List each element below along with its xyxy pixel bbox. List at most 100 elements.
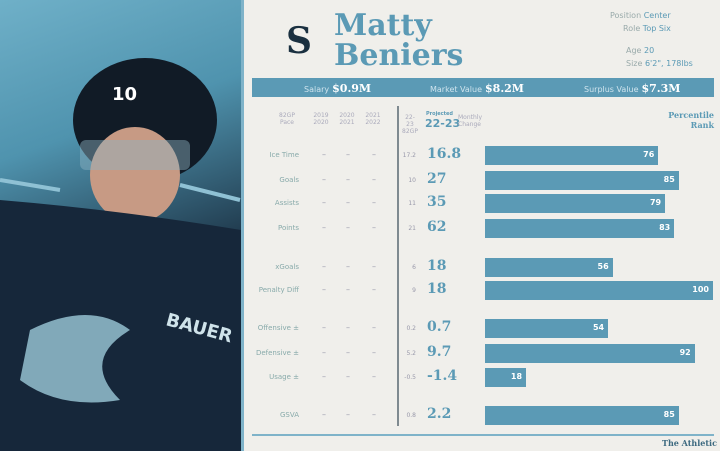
percentile-label: 56	[597, 262, 609, 271]
percentile-label: 92	[679, 348, 691, 357]
jersey-number: 10	[112, 84, 137, 105]
season-2020: –	[346, 198, 350, 207]
season-2019: –	[322, 372, 326, 381]
season-2020: –	[346, 150, 350, 159]
percentile-bar: 85	[485, 406, 679, 425]
size: Size 6'2", 178lbs	[626, 59, 693, 68]
season-2021: –	[372, 175, 376, 184]
row-label: Offensive ±	[257, 324, 299, 332]
surplus-value: Surplus Value $7.3M	[584, 82, 681, 95]
player-illustration: BAUER 10	[0, 58, 241, 451]
season-2020: –	[346, 262, 350, 271]
season-2021: –	[372, 150, 376, 159]
percentile-bar: 18	[485, 368, 527, 387]
season-2019: –	[322, 348, 326, 357]
percentile-label: 54	[592, 323, 605, 332]
divider	[397, 106, 399, 426]
row-label: Points	[277, 224, 299, 232]
projected-value: 35	[427, 194, 447, 210]
row-label: Goals	[279, 176, 299, 184]
footer-rule	[252, 434, 714, 436]
row-label: GSVA	[280, 411, 299, 419]
percentile-bar: 79	[485, 194, 666, 213]
projected-value: 9.7	[427, 344, 452, 360]
season-2021: –	[372, 372, 376, 381]
percentile-bar: 83	[485, 219, 675, 238]
season-2019: –	[322, 198, 326, 207]
percentile-label: 85	[663, 175, 675, 184]
season-2021: –	[372, 348, 376, 357]
percentile-label: 85	[663, 410, 675, 419]
header-percentile: Percentile Rank	[668, 110, 714, 130]
percentile-label: 76	[643, 150, 655, 159]
season-2019: –	[322, 175, 326, 184]
row-label: Ice Time	[269, 151, 299, 159]
season-2020: –	[346, 348, 350, 357]
percentile-label: 79	[649, 198, 662, 207]
percentile-bar: 85	[485, 171, 679, 190]
percentile-label: 83	[659, 223, 671, 232]
pace-82gp: 0.2	[406, 325, 416, 332]
pace-82gp: 21	[408, 225, 416, 232]
header-82gp: 22-23 82GP	[402, 114, 418, 135]
season-2020: –	[346, 285, 350, 294]
role: Role Top Six	[623, 24, 671, 33]
pace-82gp: 5.2	[406, 350, 416, 357]
player-photo: BAUER 10	[0, 0, 241, 451]
header-2021: 2021 2022	[365, 112, 381, 126]
percentile-bar: 92	[485, 344, 695, 363]
header-pace: 82GP Pace	[279, 112, 295, 126]
svg-text:S: S	[286, 22, 312, 58]
stats-panel: S Matty Beniers Position Center Role Top…	[241, 0, 720, 451]
season-2019: –	[322, 410, 326, 419]
percentile-bar: 56	[485, 258, 613, 277]
season-2020: –	[346, 223, 350, 232]
projected-value: 27	[427, 171, 447, 187]
pace-82gp: -0.5	[404, 374, 416, 381]
season-2020: –	[346, 175, 350, 184]
projected-value: 0.7	[427, 319, 452, 335]
percentile-bar: 100	[485, 281, 713, 300]
season-2020: –	[346, 410, 350, 419]
kraken-logo-icon: S	[286, 22, 312, 58]
header-projected: 22-23	[425, 117, 461, 130]
salary: Salary $0.9M	[304, 82, 372, 95]
row-label: xGoals	[275, 263, 299, 271]
pace-82gp: 6	[412, 264, 416, 271]
footer-brand: The Athletic	[662, 438, 717, 448]
pace-82gp: 9	[412, 287, 416, 294]
season-2019: –	[322, 150, 326, 159]
percentile-bar: 76	[485, 146, 659, 165]
player-first-name: Matty	[334, 8, 432, 43]
pace-82gp: 0.8	[406, 412, 416, 419]
season-2021: –	[372, 410, 376, 419]
season-2019: –	[322, 223, 326, 232]
season-2019: –	[322, 262, 326, 271]
player-last-name: Beniers	[334, 38, 464, 73]
percentile-label: 100	[692, 285, 709, 294]
season-2021: –	[372, 323, 376, 332]
pace-82gp: 17.2	[402, 152, 416, 159]
row-label: Penalty Diff	[258, 286, 299, 294]
header-projected-label: Projected	[426, 111, 453, 117]
projected-value: 2.2	[427, 406, 452, 422]
projected-value: 16.8	[427, 146, 462, 162]
projected-value: 18	[427, 258, 447, 274]
season-2019: –	[322, 323, 326, 332]
header-2019: 2019 2020	[313, 112, 329, 126]
age: Age 20	[626, 46, 655, 55]
projected-value: 62	[427, 219, 447, 235]
market-value: Market Value $8.2M	[430, 82, 524, 95]
contract-band: Salary $0.9M Market Value $8.2M Surplus Va…	[252, 78, 714, 97]
pace-82gp: 11	[408, 200, 416, 207]
projected-value: 18	[427, 281, 447, 297]
header-2020: 2020 2021	[339, 112, 355, 126]
row-label: Assists	[274, 199, 299, 207]
percentile-label: 18	[510, 372, 523, 381]
header-change: Monthly Change	[458, 114, 483, 128]
season-2021: –	[372, 285, 376, 294]
season-2020: –	[346, 323, 350, 332]
season-2020: –	[346, 372, 350, 381]
pace-82gp: 10	[408, 177, 416, 184]
percentile-bar: 54	[485, 319, 609, 338]
